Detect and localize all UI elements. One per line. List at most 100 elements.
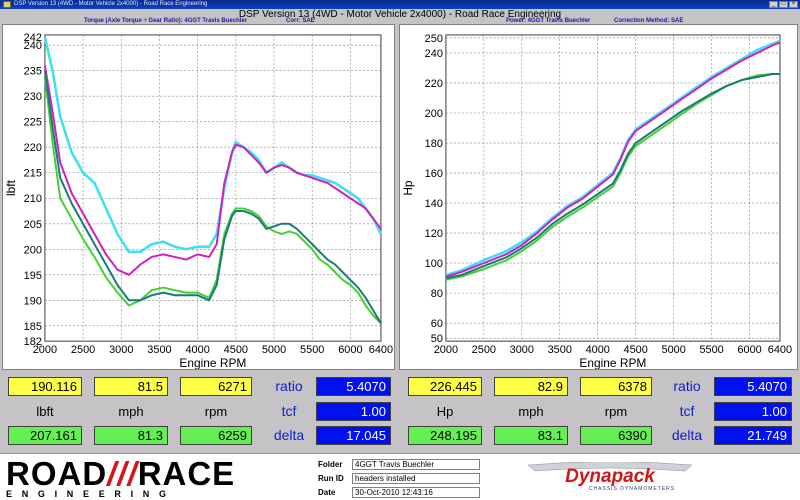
torque-y-tick-label: 190 <box>24 295 42 307</box>
right-mph-value: 82.9 <box>494 377 568 396</box>
torque-series-line-magenta <box>43 65 382 276</box>
torque-plot-frame <box>44 34 382 342</box>
torque-y-tick-label: 200 <box>24 244 42 256</box>
torque-grid <box>44 34 382 342</box>
torque-y-axis-label: lbft <box>4 179 18 196</box>
left-rpm-max: 6259 <box>180 426 252 445</box>
power-x-axis-label: Engine RPM <box>579 356 646 370</box>
runid-field[interactable]: headers installed <box>352 473 480 484</box>
left-torque-value: 190.116 <box>8 377 82 396</box>
right-unit-hp: Hp <box>436 404 454 419</box>
torque-x-tick-label: 6400 <box>369 344 393 356</box>
torque-x-tick-label: 3500 <box>147 344 171 356</box>
power-y-tick-label: 80 <box>431 288 443 300</box>
power-y-tick-label: 60 <box>431 318 443 330</box>
power-y-tick-label: 250 <box>425 33 443 45</box>
torque-series-line-teal <box>43 70 382 324</box>
torque-x-tick-label: 6000 <box>338 344 362 356</box>
power-x-tick-label: 3000 <box>510 344 534 356</box>
close-icon[interactable]: × <box>789 1 798 8</box>
power-series-line-teal <box>445 73 780 280</box>
power-y-tick-label: 50 <box>431 333 443 345</box>
torque-x-tick-label: 2500 <box>71 344 95 356</box>
right-power-header: Power: 4GGT Travis Buechler <box>506 18 591 24</box>
power-series-line-cyan <box>445 39 781 277</box>
left-ratio-label: ratio <box>275 378 303 394</box>
power-y-tick-label: 140 <box>425 198 443 210</box>
right-tcf-label: tcf <box>679 403 695 419</box>
power-series-line-magenta <box>445 41 781 278</box>
left-rpm-value: 6271 <box>180 377 252 396</box>
date-field[interactable]: 30-Oct-2010 12:43:16 <box>352 487 480 498</box>
power-y-tick-label: 240 <box>425 48 443 60</box>
torque-y-tick-label: 210 <box>24 193 42 205</box>
dynapack-logo-text: Dynapack <box>565 466 656 487</box>
dynapack-sub-text: CHASSIS DYNAMOMETERS <box>589 486 675 492</box>
right-rpm-value: 6378 <box>580 377 652 396</box>
right-hp-max: 248.195 <box>408 426 482 445</box>
left-unit-mph: mph <box>118 404 144 419</box>
right-delta-value: 21.749 <box>714 426 792 445</box>
right-mph-max: 83.1 <box>494 426 568 445</box>
power-x-tick-label: 6000 <box>737 344 761 356</box>
power-y-tick-label: 220 <box>425 78 443 90</box>
folder-field[interactable]: 4GGT Travis Buechler <box>352 459 480 470</box>
right-unit-mph: mph <box>518 404 544 419</box>
chart-title: DSP Version 13 (4WD - Motor Vehicle 2x40… <box>238 9 562 20</box>
power-y-tick-label: 120 <box>425 228 443 240</box>
torque-chart[interactable]: 2000 2500 3000 3500 4000 4500 5000 5500 6000 6400… <box>2 24 395 370</box>
logo-slashes-icon: /// <box>107 455 138 492</box>
date-label: Date <box>318 488 336 497</box>
maximize-icon[interactable]: □ <box>779 1 788 8</box>
power-x-tick-label: 5500 <box>699 344 723 356</box>
right-tcf-value: 1.00 <box>714 402 792 421</box>
power-chart[interactable]: 2000 2500 3000 3500 4000 4500 5000 5500 6000 6400… <box>399 24 798 370</box>
right-correction-header: Correction Method: SAE <box>614 18 684 24</box>
runid-label: Run ID <box>318 474 344 483</box>
dynapack-logo: Dynapack CHASSIS DYNAMOMETERS <box>527 462 693 492</box>
torque-y-tick-label: 185 <box>24 321 42 333</box>
torque-y-tick-label: 220 <box>24 142 42 154</box>
torque-y-tick-label: 195 <box>24 270 42 282</box>
power-x-tick-label: 4500 <box>624 344 648 356</box>
power-y-axis-label: Hp <box>401 180 415 196</box>
left-torque-max: 207.161 <box>8 426 82 445</box>
power-grid <box>445 34 781 342</box>
torque-y-tick-label: 240 <box>24 40 42 52</box>
torque-x-axis-label: Engine RPM <box>179 356 246 370</box>
right-hp-value: 226.445 <box>408 377 482 396</box>
right-ratio-value: 5.4070 <box>714 377 792 396</box>
left-tcf-label: tcf <box>281 403 297 419</box>
folder-label: Folder <box>318 460 343 469</box>
power-plot-frame <box>445 34 781 342</box>
logo-road-text: ROAD <box>6 455 108 492</box>
torque-x-tick-label: 4500 <box>224 344 248 356</box>
window-title: DSP Version 13 (4WD - Motor Vehicle 2x40… <box>14 1 208 7</box>
minimize-icon[interactable]: _ <box>769 1 778 8</box>
right-unit-rpm: rpm <box>604 404 628 419</box>
left-corr-header: Corr: SAE <box>286 18 315 24</box>
left-mph-value: 81.5 <box>94 377 168 396</box>
power-series-line-green <box>445 73 780 281</box>
power-x-tick-label: 6400 <box>768 344 792 356</box>
power-y-tick-label: 200 <box>425 108 443 120</box>
right-ratio-label: ratio <box>673 378 701 394</box>
app-icon <box>3 1 11 8</box>
torque-y-tick-label: 205 <box>24 219 42 231</box>
left-unit-torque: lbft <box>36 404 54 419</box>
left-tcf-value: 1.00 <box>316 402 391 421</box>
torque-x-tick-label: 5000 <box>262 344 286 356</box>
power-y-tick-label: 160 <box>425 168 443 180</box>
torque-x-tick-label: 3000 <box>109 344 133 356</box>
road-race-engineering-logo: ROAD///RACE ENGINEERING <box>6 455 235 499</box>
power-y-tick-label: 100 <box>425 258 443 270</box>
left-unit-rpm: rpm <box>204 404 228 419</box>
torque-y-tick-label: 230 <box>24 91 42 103</box>
left-torque-header: Torque (Axle Torque ÷ Gear Ratio): 4GGT … <box>84 18 248 24</box>
left-ratio-value: 5.4070 <box>316 377 391 396</box>
logo-race-text: RACE <box>137 455 236 492</box>
power-x-tick-label: 2000 <box>434 344 458 356</box>
power-x-tick-label: 4000 <box>586 344 610 356</box>
window-titlebar: DSP Version 13 (4WD - Motor Vehicle 2x40… <box>0 0 800 9</box>
logo-sub-text: ENGINEERING <box>6 489 176 499</box>
